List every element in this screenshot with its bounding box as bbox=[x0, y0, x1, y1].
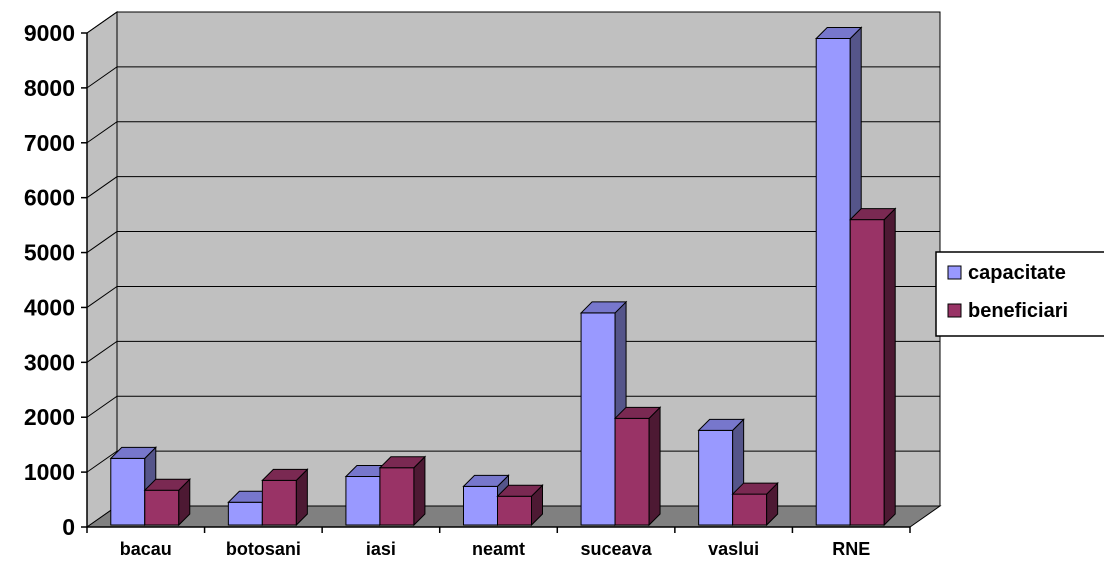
bar-front bbox=[345, 476, 381, 526]
bar-side bbox=[648, 406, 661, 527]
axes bbox=[81, 32, 911, 533]
gridline bbox=[86, 231, 940, 253]
bar-side bbox=[413, 455, 426, 527]
gridline bbox=[86, 121, 940, 144]
bar-front bbox=[227, 501, 263, 526]
bar-top bbox=[731, 482, 779, 495]
side-wall bbox=[86, 11, 118, 528]
gridlines bbox=[86, 11, 940, 473]
bar-beneficiari-neamt bbox=[496, 484, 544, 527]
bar-front bbox=[614, 417, 650, 526]
bar-top bbox=[613, 406, 662, 419]
bar-front bbox=[261, 479, 297, 526]
legend-label-capacitate: capacitate bbox=[968, 262, 1066, 284]
back-wall bbox=[116, 11, 941, 507]
bar-front bbox=[379, 467, 415, 526]
x-tick-label: vaslui bbox=[708, 539, 759, 559]
bar-beneficiari-iasi bbox=[378, 455, 427, 527]
legend-box bbox=[935, 251, 1104, 337]
bar-front bbox=[144, 489, 180, 526]
bar-front bbox=[815, 37, 851, 526]
bars bbox=[109, 26, 897, 527]
x-tick-label: suceava bbox=[581, 539, 653, 559]
gridline bbox=[86, 285, 940, 308]
bar-beneficiari-RNE bbox=[849, 207, 897, 527]
chart-walls bbox=[85, 11, 942, 528]
bar-beneficiari-suceava bbox=[613, 406, 662, 527]
y-tick-label: 9000 bbox=[24, 20, 75, 46]
bar-front bbox=[849, 219, 885, 526]
bar-side bbox=[883, 207, 896, 527]
gridline bbox=[86, 450, 940, 473]
bar-top bbox=[496, 484, 544, 497]
bar-top bbox=[143, 478, 191, 491]
x-tick-label: neamt bbox=[472, 539, 525, 559]
bar-beneficiari-vaslui bbox=[731, 481, 779, 527]
y-tick-label: 3000 bbox=[24, 349, 75, 375]
y-tick-label: 6000 bbox=[24, 185, 75, 211]
bar-beneficiari-bacau bbox=[143, 478, 191, 527]
gridline bbox=[86, 66, 940, 89]
y-tick-label: 4000 bbox=[24, 294, 75, 320]
y-axis-tick-labels: 0 1000 2000 3000 4000 5000 6000 7000 8000 9000 bbox=[24, 20, 75, 540]
bar-top bbox=[697, 418, 745, 431]
bar-front bbox=[110, 457, 146, 526]
bar-front bbox=[463, 485, 498, 526]
bar-front bbox=[698, 429, 734, 526]
legend-swatch-beneficiari bbox=[947, 303, 962, 318]
legend-swatch-capacitate bbox=[947, 265, 962, 280]
x-tick-label: iasi bbox=[366, 539, 396, 559]
x-tick-label: RNE bbox=[832, 539, 870, 559]
x-tick-label: botosani bbox=[226, 539, 301, 559]
bar-top bbox=[849, 208, 897, 221]
bar-top bbox=[815, 26, 863, 39]
bar-top bbox=[579, 301, 628, 314]
legend-label-beneficiari: beneficiari bbox=[968, 300, 1068, 322]
y-tick-label: 0 bbox=[62, 514, 75, 540]
bar-front bbox=[497, 495, 532, 526]
y-tick-label: 7000 bbox=[24, 130, 75, 156]
x-tick-label: bacau bbox=[120, 539, 172, 559]
bar-front bbox=[580, 312, 616, 526]
bar-top bbox=[261, 468, 309, 481]
y-tick-label: 5000 bbox=[24, 240, 75, 266]
bar-front bbox=[732, 493, 768, 526]
y-tick-label: 2000 bbox=[24, 404, 75, 430]
bar-top bbox=[462, 474, 510, 487]
bar-top bbox=[109, 446, 157, 459]
bar-top bbox=[378, 456, 427, 469]
gridline bbox=[86, 340, 940, 363]
legend: capacitate beneficiari bbox=[935, 251, 1104, 337]
y-tick-label: 8000 bbox=[24, 75, 75, 101]
gridline bbox=[86, 176, 940, 199]
gridline bbox=[86, 11, 940, 34]
bar-capacitate-RNE bbox=[815, 26, 863, 527]
x-axis-tick-labels: bacau botosani iasi neamt suceava vaslui RNE bbox=[120, 539, 870, 559]
y-tick-label: 1000 bbox=[24, 459, 75, 485]
gridline bbox=[86, 395, 940, 418]
bar-beneficiari-botosani bbox=[261, 468, 309, 527]
